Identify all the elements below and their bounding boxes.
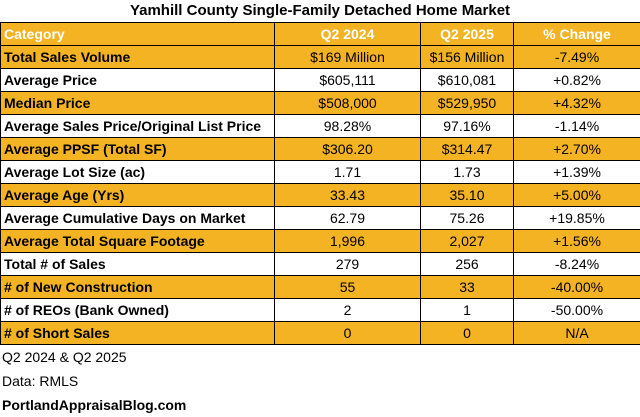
cell: $529,950 — [421, 92, 514, 115]
cell: 0 — [421, 322, 514, 345]
table-row: Average PPSF (Total SF)$306.20$314.47+2.… — [1, 138, 640, 161]
title: Yamhill County Single-Family Detached Ho… — [0, 0, 640, 22]
header-cell: Q2 2024 — [275, 23, 421, 46]
row-label: Average PPSF (Total SF) — [1, 138, 275, 161]
cell: $306.20 — [275, 138, 421, 161]
row-label: Total # of Sales — [1, 253, 275, 276]
row-label: # of New Construction — [1, 276, 275, 299]
row-label: # of REOs (Bank Owned) — [1, 299, 275, 322]
cell: $314.47 — [421, 138, 514, 161]
cell: +1.56% — [514, 230, 640, 253]
cell: $169 Million — [275, 46, 421, 69]
footer-line: Q2 2024 & Q2 2025 — [0, 345, 640, 369]
row-label: Average Lot Size (ac) — [1, 161, 275, 184]
cell: 2 — [275, 299, 421, 322]
cell: -7.49% — [514, 46, 640, 69]
row-label: Total Sales Volume — [1, 46, 275, 69]
row-label: # of Short Sales — [1, 322, 275, 345]
table-row: Median Price$508,000$529,950+4.32% — [1, 92, 640, 115]
cell: 98.28% — [275, 115, 421, 138]
table-row: Average Price$605,111$610,081+0.82% — [1, 69, 640, 92]
cell: 55 — [275, 276, 421, 299]
cell: 35.10 — [421, 184, 514, 207]
row-label: Average Total Square Footage — [1, 230, 275, 253]
cell: -40.00% — [514, 276, 640, 299]
cell: 0 — [275, 322, 421, 345]
cell: -8.24% — [514, 253, 640, 276]
cell: 1.71 — [275, 161, 421, 184]
cell: 62.79 — [275, 207, 421, 230]
cell: 75.26 — [421, 207, 514, 230]
footer-line: Data: RMLS — [0, 369, 640, 393]
cell: -50.00% — [514, 299, 640, 322]
cell: 1 — [421, 299, 514, 322]
cell: 33.43 — [275, 184, 421, 207]
cell: $156 Million — [421, 46, 514, 69]
cell: +1.39% — [514, 161, 640, 184]
header-cell: Category — [1, 23, 275, 46]
table-body: Total Sales Volume$169 Million$156 Milli… — [1, 46, 640, 345]
row-label: Average Cumulative Days on Market — [1, 207, 275, 230]
cell: +19.85% — [514, 207, 640, 230]
cell: 1.73 — [421, 161, 514, 184]
cell: +0.82% — [514, 69, 640, 92]
cell: 279 — [275, 253, 421, 276]
cell: +5.00% — [514, 184, 640, 207]
cell: 1,996 — [275, 230, 421, 253]
cell: 2,027 — [421, 230, 514, 253]
cell: +2.70% — [514, 138, 640, 161]
row-label: Average Sales Price/Original List Price — [1, 115, 275, 138]
header-cell: Q2 2025 — [421, 23, 514, 46]
footer-line: PortlandAppraisalBlog.com — [0, 393, 640, 417]
cell: 256 — [421, 253, 514, 276]
row-label: Average Price — [1, 69, 275, 92]
cell: +4.32% — [514, 92, 640, 115]
cell: -1.14% — [514, 115, 640, 138]
cell: $610,081 — [421, 69, 514, 92]
cell: N/A — [514, 322, 640, 345]
row-label: Median Price — [1, 92, 275, 115]
cell: $605,111 — [275, 69, 421, 92]
cell: 33 — [421, 276, 514, 299]
header-cell: % Change — [514, 23, 640, 46]
row-label: Average Age (Yrs) — [1, 184, 275, 207]
cell: $508,000 — [275, 92, 421, 115]
table-row: Total Sales Volume$169 Million$156 Milli… — [1, 46, 640, 69]
cell: 97.16% — [421, 115, 514, 138]
